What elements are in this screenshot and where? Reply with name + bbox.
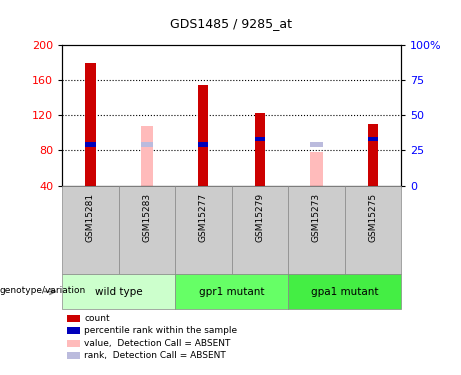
Bar	[118, 186, 175, 274]
Text: GDS1485 / 9285_at: GDS1485 / 9285_at	[170, 17, 291, 30]
Text: rank,  Detection Call = ABSENT: rank, Detection Call = ABSENT	[84, 351, 226, 360]
Bar	[175, 186, 231, 274]
Text: genotype/variation: genotype/variation	[0, 286, 86, 296]
Text: GSM15273: GSM15273	[312, 193, 321, 242]
Text: percentile rank within the sample: percentile rank within the sample	[84, 326, 237, 335]
Bar	[198, 84, 208, 186]
Bar	[344, 186, 401, 274]
Bar	[231, 186, 288, 274]
Bar	[368, 137, 378, 141]
Text: count: count	[84, 314, 110, 323]
Text: GSM15277: GSM15277	[199, 193, 208, 242]
Bar	[310, 152, 323, 186]
Text: GSM15275: GSM15275	[368, 193, 378, 242]
Bar	[255, 112, 265, 186]
Text: GSM15283: GSM15283	[142, 193, 152, 242]
Bar	[85, 142, 95, 147]
Text: GSM15281: GSM15281	[86, 193, 95, 242]
Text: gpa1 mutant: gpa1 mutant	[311, 286, 378, 297]
Text: GSM15279: GSM15279	[255, 193, 265, 242]
Bar	[62, 186, 118, 274]
Text: value,  Detection Call = ABSENT: value, Detection Call = ABSENT	[84, 339, 231, 348]
Bar	[368, 124, 378, 186]
Text: gpr1 mutant: gpr1 mutant	[199, 286, 265, 297]
Bar	[288, 186, 344, 274]
Bar	[310, 142, 323, 147]
Text: wild type: wild type	[95, 286, 142, 297]
Bar	[62, 274, 175, 309]
Bar	[141, 126, 153, 186]
Bar	[85, 63, 95, 186]
Bar	[141, 142, 153, 147]
Bar	[175, 274, 288, 309]
Bar	[288, 274, 401, 309]
Bar	[255, 137, 265, 141]
Bar	[198, 142, 208, 147]
